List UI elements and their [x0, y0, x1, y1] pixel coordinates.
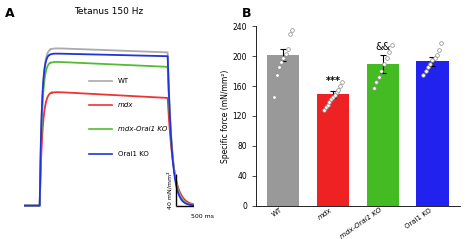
Point	[333, 90, 340, 94]
Point	[422, 69, 429, 73]
Text: Orai1 KO: Orai1 KO	[118, 151, 148, 157]
Point	[383, 56, 391, 60]
Text: &&: &&	[375, 42, 391, 52]
Point	[280, 56, 287, 60]
Point	[335, 88, 342, 92]
Y-axis label: Specific force (mN/mm²): Specific force (mN/mm²)	[221, 69, 230, 163]
Point	[431, 56, 438, 60]
Point	[375, 75, 383, 79]
Point	[419, 73, 427, 77]
Text: 500 ms: 500 ms	[191, 214, 214, 219]
Bar	[366, 64, 399, 206]
Point	[427, 62, 434, 65]
Text: ***: ***	[326, 76, 340, 86]
Text: mdx: mdx	[118, 102, 133, 108]
Point	[289, 28, 296, 32]
Point	[271, 95, 278, 99]
Point	[438, 41, 445, 45]
Text: WT: WT	[118, 78, 128, 84]
Point	[286, 32, 294, 36]
Text: B: B	[242, 7, 251, 20]
Point	[282, 52, 289, 56]
Point	[277, 60, 285, 64]
Text: Tetanus 150 Hz: Tetanus 150 Hz	[74, 7, 144, 16]
Point	[378, 69, 385, 73]
Point	[433, 53, 441, 57]
Text: mdx-Orai1 KO: mdx-Orai1 KO	[118, 126, 167, 132]
Point	[328, 98, 335, 101]
Point	[322, 105, 329, 109]
Point	[385, 50, 393, 54]
Bar	[416, 61, 448, 206]
Point	[380, 62, 388, 65]
Point	[329, 95, 337, 99]
Point	[435, 48, 443, 52]
Point	[424, 65, 432, 69]
Point	[428, 58, 436, 62]
Bar	[317, 94, 349, 206]
Point	[273, 73, 281, 77]
Point	[337, 84, 344, 88]
Point	[326, 101, 333, 104]
Point	[275, 65, 283, 69]
Point	[331, 93, 338, 97]
Point	[320, 108, 328, 112]
Text: 40 mN/mm²: 40 mN/mm²	[167, 171, 173, 209]
Point	[373, 80, 380, 84]
Bar	[267, 55, 300, 206]
Text: A: A	[5, 7, 14, 20]
Point	[324, 103, 331, 107]
Point	[388, 43, 395, 47]
Point	[370, 86, 378, 89]
Point	[338, 80, 346, 84]
Point	[284, 47, 292, 51]
